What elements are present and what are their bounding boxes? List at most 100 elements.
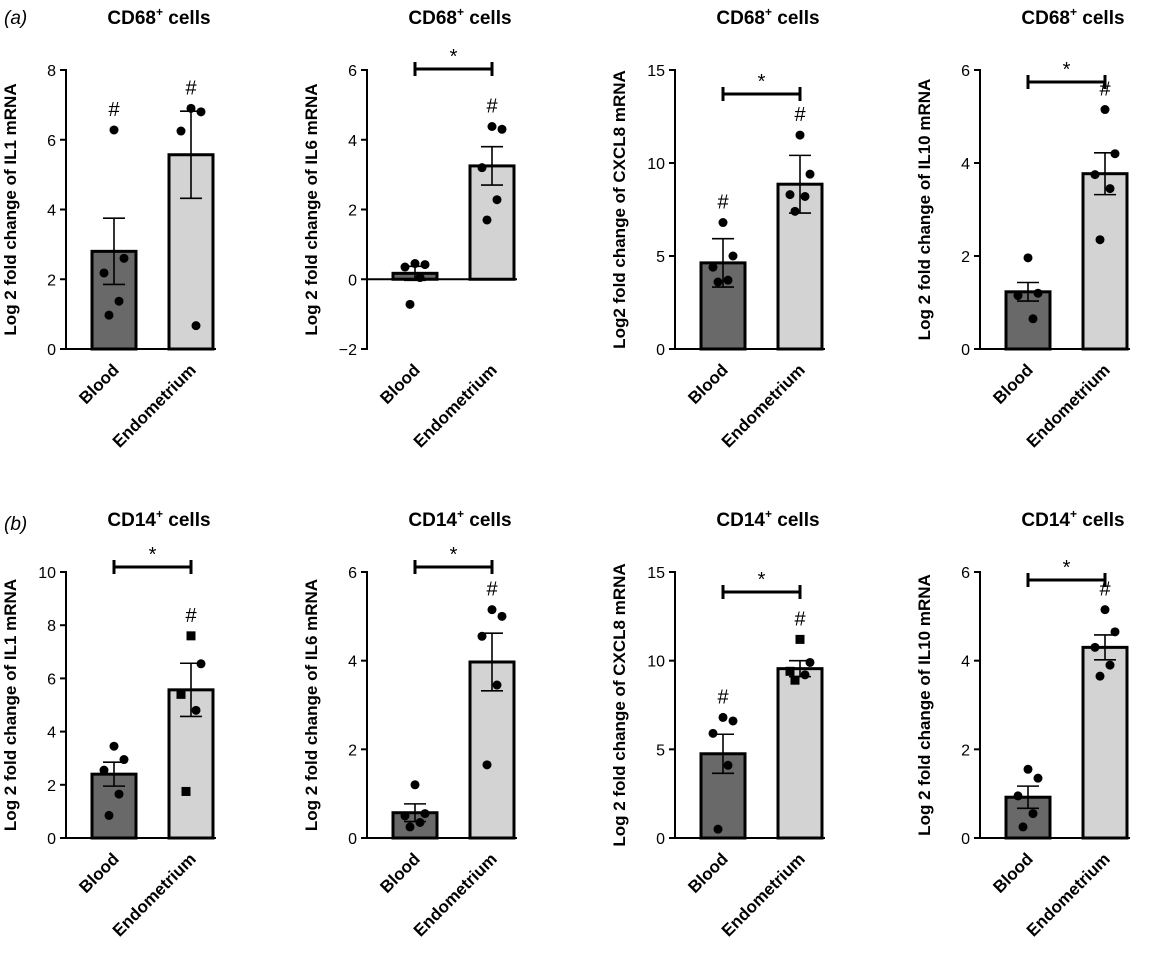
y-tick-label: 6: [961, 63, 970, 80]
significance-star: *: [1063, 59, 1071, 81]
category-label: Blood: [684, 849, 731, 896]
significance-mark: #: [486, 579, 498, 601]
y-tick-label: 5: [656, 742, 665, 759]
significance-star: *: [149, 544, 157, 566]
data-point: [497, 611, 507, 621]
chart-5: CD14+ cells Log 2 fold change of IL1 mRNA…: [1, 507, 216, 940]
y-tick-label: 2: [961, 249, 970, 266]
data-point: [109, 741, 119, 751]
data-point: [708, 728, 718, 738]
chart-title: CD14+ cells: [716, 507, 819, 531]
data-point: [196, 107, 206, 117]
y-tick-label: 2: [348, 203, 357, 220]
y-tick-label: 0: [348, 272, 357, 289]
y-tick-label: 5: [656, 249, 665, 266]
chart-1: CD68+ cells Log 2 fold change of IL1 mRNA…: [1, 5, 216, 451]
y-tick-label: 0: [47, 342, 56, 359]
y-tick-label: 6: [47, 133, 56, 150]
chart-title: CD14+ cells: [1021, 507, 1124, 531]
significance-mark: #: [717, 192, 729, 214]
category-label: Blood: [376, 360, 423, 407]
data-point: [477, 163, 487, 173]
bar-endometrium: [1081, 645, 1129, 840]
y-tick-label: 0: [961, 342, 970, 359]
significance-star: *: [758, 569, 766, 591]
data-point: [1110, 627, 1120, 637]
data-point: [713, 277, 723, 287]
data-point: [1100, 605, 1110, 615]
y-tick-label: 0: [961, 831, 970, 848]
significance-mark: #: [486, 95, 498, 117]
chart-title: CD68+ cells: [1021, 5, 1124, 29]
data-point: [119, 755, 129, 765]
y-tick-label: 8: [47, 618, 56, 635]
significance-bracket: [721, 585, 802, 599]
data-point: [492, 195, 502, 205]
bar-blood: [1004, 795, 1052, 840]
data-point: [186, 631, 196, 641]
data-point: [487, 121, 497, 131]
data-point: [790, 675, 800, 685]
data-point: [114, 789, 124, 799]
significance-star: *: [450, 46, 458, 68]
y-tick-label: 0: [656, 831, 665, 848]
data-point: [728, 251, 738, 261]
y-tick-label: 10: [647, 654, 665, 671]
y-axis-label: Log 2 fold change of IL1 mRNA: [1, 579, 20, 831]
data-point: [1090, 642, 1100, 652]
significance-star: *: [450, 544, 458, 566]
data-point: [176, 689, 186, 699]
significance-star: *: [758, 71, 766, 93]
significance-mark: #: [185, 605, 197, 627]
chart-4: CD68+ cells Log 2 fold change of IL10 mRN…: [915, 5, 1130, 451]
data-point: [1018, 822, 1028, 832]
y-tick-label: 2: [47, 778, 56, 795]
significance-bracket: [413, 560, 494, 574]
data-point: [1013, 291, 1023, 301]
y-axis-label: Log2 fold change of CXCL8 mRNA: [610, 70, 629, 349]
significance-mark: #: [794, 104, 806, 126]
y-tick-label: 4: [348, 654, 357, 671]
significance-bracket: [1026, 573, 1107, 587]
data-point: [119, 253, 129, 263]
chart-2: CD68+ cells Log 2 fold change of IL6 mRNA…: [302, 5, 517, 451]
y-tick-label: 6: [348, 565, 357, 582]
data-point: [728, 716, 738, 726]
data-point: [410, 780, 420, 790]
y-tick-label: 4: [961, 156, 970, 173]
significance-star: *: [1063, 557, 1071, 579]
y-tick-label: 2: [348, 742, 357, 759]
bar-endometrium: [776, 667, 824, 840]
category-label: Blood: [75, 849, 122, 896]
y-tick-label: 6: [47, 671, 56, 688]
data-point: [785, 190, 795, 200]
y-tick-label: 4: [961, 654, 970, 671]
data-point: [176, 126, 186, 136]
significance-bracket: [112, 560, 193, 574]
significance-mark: #: [1099, 79, 1111, 101]
data-point: [1105, 184, 1115, 194]
significance-mark: #: [717, 686, 729, 708]
bar-endometrium: [1081, 172, 1129, 351]
data-point: [713, 824, 723, 834]
y-tick-label: 0: [656, 342, 665, 359]
data-point: [1033, 288, 1043, 298]
data-point: [415, 817, 425, 827]
y-tick-label: 4: [348, 133, 357, 150]
data-point: [723, 275, 733, 285]
y-axis-label: Log 2 fold change of IL1 mRNA: [1, 83, 20, 335]
data-point: [1023, 764, 1033, 774]
significance-bracket: [1026, 75, 1107, 89]
y-tick-label: 4: [47, 725, 56, 742]
category-label: Blood: [989, 360, 1036, 407]
data-point: [795, 130, 805, 140]
data-point: [405, 822, 415, 832]
data-point: [1100, 105, 1110, 115]
data-point: [805, 657, 815, 667]
data-point: [708, 262, 718, 272]
data-point: [420, 809, 430, 819]
y-tick-label: −2: [339, 342, 357, 359]
chart-title: CD68+ cells: [408, 5, 511, 29]
y-tick-label: 6: [961, 565, 970, 582]
